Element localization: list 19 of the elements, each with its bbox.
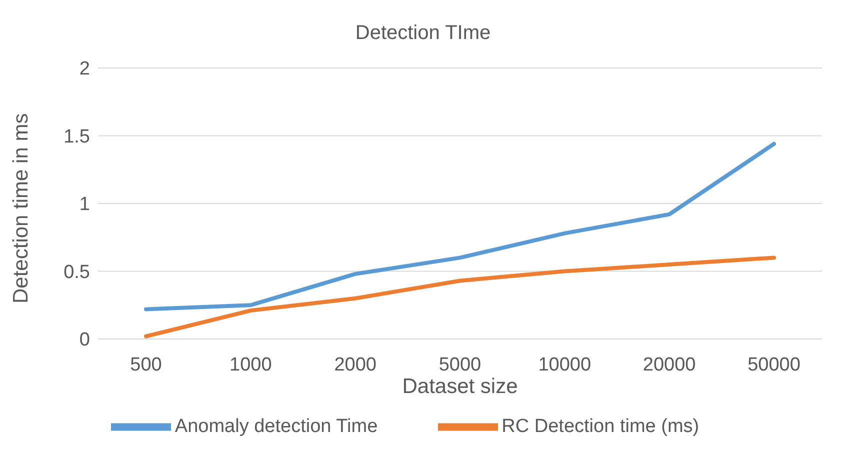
y-tick-label: 2 bbox=[79, 58, 90, 80]
x-tick-label: 1000 bbox=[230, 354, 272, 376]
x-tick-label: 2000 bbox=[334, 354, 376, 376]
legend-label: RC Detection time (ms) bbox=[502, 416, 700, 438]
x-tick-label: 50000 bbox=[748, 354, 800, 376]
x-tick-label: 10000 bbox=[538, 354, 592, 376]
chart-title: Detection TIme bbox=[354, 22, 492, 45]
y-axis-title: Detection time in ms bbox=[9, 113, 32, 304]
y-tick-label: 0 bbox=[79, 330, 90, 351]
y-tick-label: 0.5 bbox=[64, 262, 90, 283]
line-series bbox=[144, 256, 776, 338]
x-tick-label: 500 bbox=[130, 354, 162, 376]
x-tick-label: 20000 bbox=[642, 354, 696, 376]
line-series bbox=[144, 142, 776, 312]
y-tick-label: 1.5 bbox=[64, 126, 90, 148]
x-axis-title: Dataset size bbox=[402, 375, 518, 398]
legend-label: Anomaly detection Time bbox=[174, 416, 378, 438]
y-tick-label: 1 bbox=[79, 194, 90, 216]
x-tick-label: 5000 bbox=[438, 354, 482, 376]
